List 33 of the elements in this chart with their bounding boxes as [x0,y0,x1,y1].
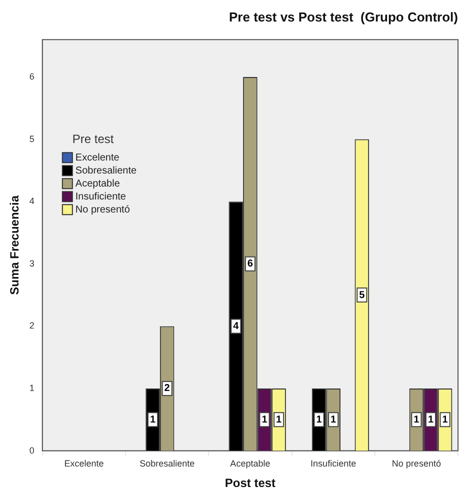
y-tick-label: 2 [29,320,34,331]
legend-label: No presentó [75,204,130,216]
data-label: 5 [359,290,366,301]
data-label: 1 [442,414,448,426]
data-label: 2 [164,383,170,394]
data-label: 1 [262,414,268,426]
data-label: 1 [428,414,434,426]
chart-title: Pre test vs Post test (Grupo Control) [229,9,458,24]
x-tick-label: Sobresaliente [140,458,195,469]
x-axis-title: Post test [224,476,276,490]
y-tick-label: 3 [29,258,34,268]
data-label: 1 [316,414,322,426]
y-tick-label: 6 [29,71,34,82]
data-label: 1 [150,414,156,426]
x-tick-label: Excelente [64,458,104,469]
y-tick-label: 4 [29,196,34,206]
legend-label: Sobresaliente [75,165,137,176]
data-label: 4 [233,320,240,332]
legend-label: Aceptable [75,178,120,190]
legend-label: Insuficiente [75,191,126,202]
data-label: 1 [330,414,337,426]
y-axis-title: Suma Frecuencia [8,195,22,295]
legend-title: Pre test [72,132,114,146]
data-label: 1 [414,414,420,426]
data-label: 1 [276,414,282,426]
legend-label: Excelente [75,152,120,164]
x-tick-label: Insuficiente [310,458,356,469]
y-tick-label: 5 [29,134,34,144]
y-tick-label: 0 [29,445,34,456]
x-tick-label: Aceptable [230,458,270,469]
y-tick-label: 1 [29,382,34,393]
data-label: 6 [247,258,254,270]
x-tick-label: No presentó [392,458,441,469]
